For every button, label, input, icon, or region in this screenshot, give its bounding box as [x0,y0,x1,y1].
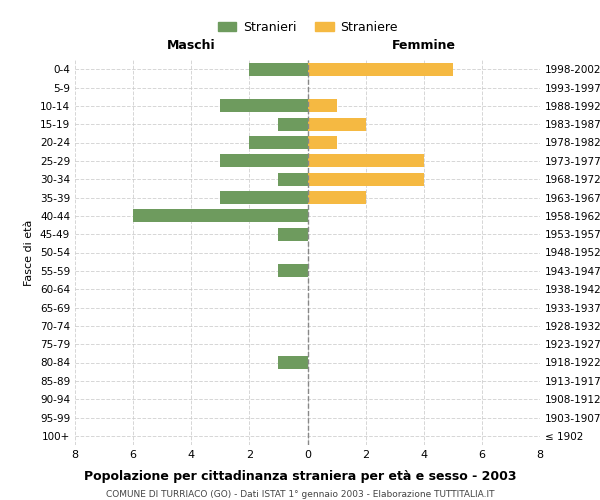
Bar [278,356,308,369]
Text: Popolazione per cittadinanza straniera per età e sesso - 2003: Popolazione per cittadinanza straniera p… [84,470,516,483]
Bar [278,228,308,240]
Bar [133,210,308,222]
Y-axis label: Fasce di età: Fasce di età [25,220,34,286]
Text: COMUNE DI TURRIACO (GO) - Dati ISTAT 1° gennaio 2003 - Elaborazione TUTTITALIA.I: COMUNE DI TURRIACO (GO) - Dati ISTAT 1° … [106,490,494,499]
Bar [308,63,453,76]
Bar [250,63,308,76]
Bar [278,118,308,130]
Bar [308,118,365,130]
Bar [308,100,337,112]
Bar [278,264,308,277]
Bar [308,154,424,167]
Bar [308,173,424,186]
Text: Femmine: Femmine [392,40,456,52]
Bar [220,191,308,204]
Bar [220,100,308,112]
Bar [250,136,308,149]
Bar [220,154,308,167]
Legend: Stranieri, Straniere: Stranieri, Straniere [212,16,403,39]
Bar [278,173,308,186]
Bar [308,191,365,204]
Text: Maschi: Maschi [167,40,215,52]
Bar [308,136,337,149]
